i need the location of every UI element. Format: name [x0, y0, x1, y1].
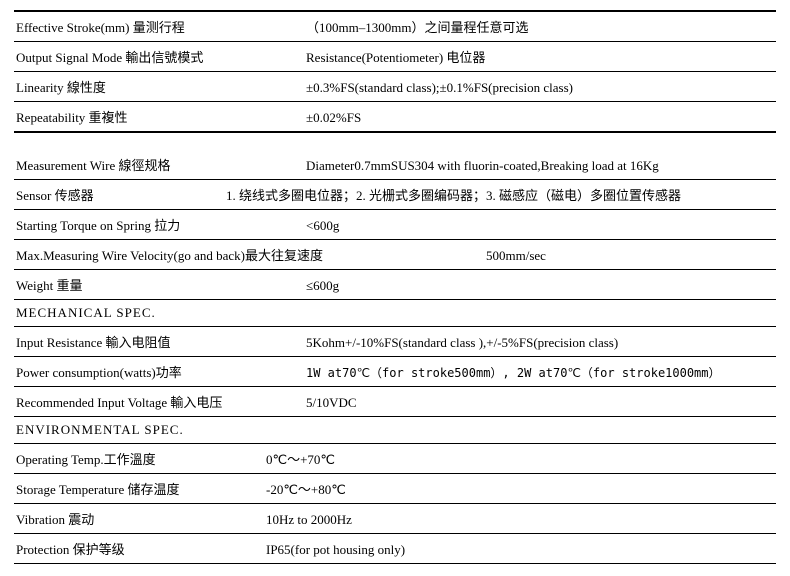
spec-value: Diameter0.7mmSUS304 with fluorin-coated,… — [306, 158, 774, 174]
spec-value: 5/10VDC — [306, 395, 774, 411]
spec-row: Starting Torque on Spring 拉力 <600g — [14, 210, 776, 240]
spec-row: Weight 重量 ≤600g — [14, 270, 776, 300]
spec-label: Power consumption(watts)功率 — [16, 362, 306, 381]
spec-value: 500mm/sec — [486, 248, 774, 264]
spec-row: Sensor 传感器 1. 绕线式多圈电位器；2. 光栅式多圈编码器；3. 磁感… — [14, 180, 776, 210]
spec-value: 0℃～+70℃ — [266, 449, 774, 468]
spec-row: Input Resistance 輸入电阻值 5Kohm+/-10%FS(sta… — [14, 327, 776, 357]
spec-label: Vibration 震动 — [16, 509, 266, 528]
spec-label: Linearity 線性度 — [16, 77, 306, 96]
section-gap — [14, 132, 776, 150]
spec-row: Repeatability 重複性 ±0.02%FS — [14, 102, 776, 132]
spec-value: 10Hz to 2000Hz — [266, 512, 774, 528]
spec-value: ≤600g — [306, 278, 774, 294]
spec-row: Recommended Input Voltage 輸入电压 5/10VDC — [14, 387, 776, 417]
spec-label: Output Signal Mode 輸出信號模式 — [16, 47, 306, 66]
spec-label: Effective Stroke(mm) 量测行程 — [16, 17, 306, 36]
spec-row: Vibration 震动 10Hz to 2000Hz — [14, 504, 776, 534]
spec-row: Output Signal Mode 輸出信號模式 Resistance(Pot… — [14, 42, 776, 72]
spec-value: ±0.02%FS — [306, 110, 774, 126]
spec-label: Sensor 传感器 — [16, 185, 226, 204]
spec-row: Effective Stroke(mm) 量测行程 （100mm–1300mm）… — [14, 10, 776, 42]
spec-value: ±0.3%FS(standard class);±0.1%FS(precisio… — [306, 80, 774, 96]
spec-value: （100mm–1300mm）之间量程任意可选 — [306, 17, 774, 36]
spec-label: Weight 重量 — [16, 275, 306, 294]
spec-label: Max.Measuring Wire Velocity(go and back)… — [16, 245, 486, 264]
section-header-environmental: ENVIRONMENTAL SPEC. — [14, 417, 776, 444]
section-header-mechanical: MECHANICAL SPEC. — [14, 300, 776, 327]
spec-value: <600g — [306, 218, 774, 234]
spec-value: Resistance(Potentiometer) 电位器 — [306, 47, 774, 66]
spec-label: Repeatability 重複性 — [16, 107, 306, 126]
spec-row: Measurement Wire 線徑规格 Diameter0.7mmSUS30… — [14, 150, 776, 180]
spec-label: Recommended Input Voltage 輸入电压 — [16, 392, 306, 411]
spec-label: Input Resistance 輸入电阻值 — [16, 332, 306, 351]
spec-value: IP65(for pot housing only) — [266, 542, 774, 558]
spec-label: Storage Temperature 储存温度 — [16, 479, 266, 498]
spec-row: Power consumption(watts)功率 1W at70℃（for … — [14, 357, 776, 387]
spec-value: -20℃～+80℃ — [266, 479, 774, 498]
spec-label: Operating Temp.工作溫度 — [16, 449, 266, 468]
spec-row: Protection 保护等级 IP65(for pot housing onl… — [14, 534, 776, 564]
spec-row: Linearity 線性度 ±0.3%FS(standard class);±0… — [14, 72, 776, 102]
spec-value: 1. 绕线式多圈电位器；2. 光栅式多圈编码器；3. 磁感应（磁电）多圈位置传感… — [226, 185, 774, 204]
spec-label: Measurement Wire 線徑规格 — [16, 155, 306, 174]
spec-row: Max.Measuring Wire Velocity(go and back)… — [14, 240, 776, 270]
spec-label: Protection 保护等级 — [16, 539, 266, 558]
spec-row: Operating Temp.工作溫度 0℃～+70℃ — [14, 444, 776, 474]
spec-value: 1W at70℃（for stroke500mm）, 2W at70℃（for … — [306, 364, 774, 381]
spec-label: Starting Torque on Spring 拉力 — [16, 215, 306, 234]
spec-value: 5Kohm+/-10%FS(standard class ),+/-5%FS(p… — [306, 335, 774, 351]
spec-row: Storage Temperature 储存温度 -20℃～+80℃ — [14, 474, 776, 504]
